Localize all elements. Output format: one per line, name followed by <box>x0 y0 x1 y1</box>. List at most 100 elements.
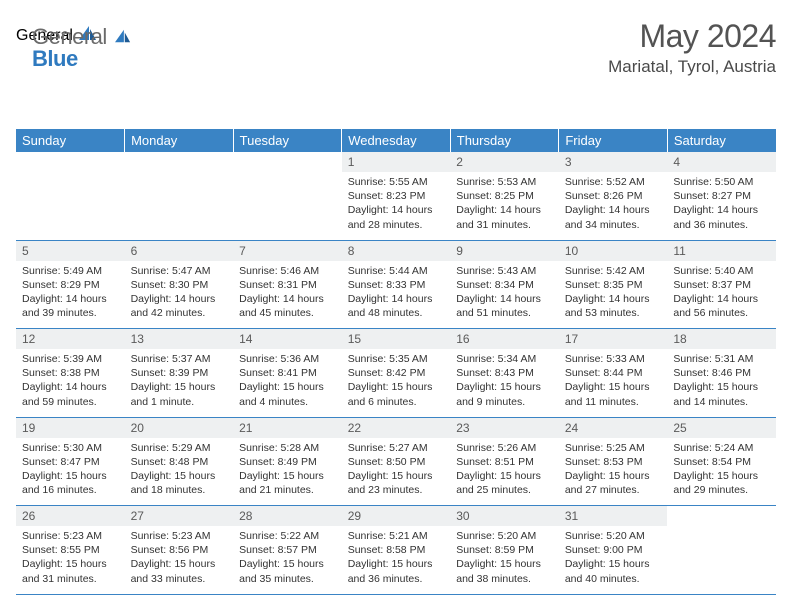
day-details: Sunrise: 5:21 AMSunset: 8:58 PMDaylight:… <box>342 526 451 590</box>
day-body-cell: Sunrise: 5:36 AMSunset: 8:41 PMDaylight:… <box>233 349 342 417</box>
day-number-cell: 14 <box>233 329 342 350</box>
title-block: May 2024 Mariatal, Tyrol, Austria <box>608 18 776 77</box>
day-body-cell: Sunrise: 5:47 AMSunset: 8:30 PMDaylight:… <box>125 261 234 329</box>
day-body-cell: Sunrise: 5:35 AMSunset: 8:42 PMDaylight:… <box>342 349 451 417</box>
day-details: Sunrise: 5:26 AMSunset: 8:51 PMDaylight:… <box>450 438 559 502</box>
day-number-cell: 11 <box>667 240 776 261</box>
day-details: Sunrise: 5:27 AMSunset: 8:50 PMDaylight:… <box>342 438 451 502</box>
week-number-row: 1234 <box>16 152 776 172</box>
day-details: Sunrise: 5:22 AMSunset: 8:57 PMDaylight:… <box>233 526 342 590</box>
day-body-cell: Sunrise: 5:28 AMSunset: 8:49 PMDaylight:… <box>233 438 342 506</box>
day-number-cell <box>125 152 234 172</box>
day-body-cell: Sunrise: 5:20 AMSunset: 8:59 PMDaylight:… <box>450 526 559 594</box>
day-body-cell: Sunrise: 5:22 AMSunset: 8:57 PMDaylight:… <box>233 526 342 594</box>
day-number-cell <box>233 152 342 172</box>
col-wednesday: Wednesday <box>342 129 451 152</box>
day-number-cell: 23 <box>450 417 559 438</box>
day-body-cell: Sunrise: 5:40 AMSunset: 8:37 PMDaylight:… <box>667 261 776 329</box>
day-details: Sunrise: 5:55 AMSunset: 8:23 PMDaylight:… <box>342 172 451 236</box>
day-body-cell: Sunrise: 5:50 AMSunset: 8:27 PMDaylight:… <box>667 172 776 240</box>
day-number-cell: 7 <box>233 240 342 261</box>
day-number-cell: 27 <box>125 506 234 527</box>
day-number-cell: 1 <box>342 152 451 172</box>
day-number-cell: 26 <box>16 506 125 527</box>
day-details: Sunrise: 5:28 AMSunset: 8:49 PMDaylight:… <box>233 438 342 502</box>
day-details: Sunrise: 5:50 AMSunset: 8:27 PMDaylight:… <box>667 172 776 236</box>
week-number-row: 19202122232425 <box>16 417 776 438</box>
day-number-cell: 12 <box>16 329 125 350</box>
day-number-cell: 21 <box>233 417 342 438</box>
col-saturday: Saturday <box>667 129 776 152</box>
day-body-cell: Sunrise: 5:46 AMSunset: 8:31 PMDaylight:… <box>233 261 342 329</box>
day-number-cell: 6 <box>125 240 234 261</box>
day-body-cell: Sunrise: 5:29 AMSunset: 8:48 PMDaylight:… <box>125 438 234 506</box>
day-number-cell: 15 <box>342 329 451 350</box>
day-body-cell <box>16 172 125 240</box>
calendar-table: Sunday Monday Tuesday Wednesday Thursday… <box>16 129 776 595</box>
day-body-cell: Sunrise: 5:23 AMSunset: 8:56 PMDaylight:… <box>125 526 234 594</box>
day-number-cell <box>16 152 125 172</box>
day-body-cell: Sunrise: 5:27 AMSunset: 8:50 PMDaylight:… <box>342 438 451 506</box>
col-tuesday: Tuesday <box>233 129 342 152</box>
day-number-cell: 4 <box>667 152 776 172</box>
day-body-cell: Sunrise: 5:42 AMSunset: 8:35 PMDaylight:… <box>559 261 668 329</box>
day-number-cell: 3 <box>559 152 668 172</box>
day-body-cell <box>125 172 234 240</box>
day-details: Sunrise: 5:39 AMSunset: 8:38 PMDaylight:… <box>16 349 125 413</box>
day-body-cell: Sunrise: 5:21 AMSunset: 8:58 PMDaylight:… <box>342 526 451 594</box>
day-details: Sunrise: 5:34 AMSunset: 8:43 PMDaylight:… <box>450 349 559 413</box>
week-body-row: Sunrise: 5:23 AMSunset: 8:55 PMDaylight:… <box>16 526 776 594</box>
day-details: Sunrise: 5:47 AMSunset: 8:30 PMDaylight:… <box>125 261 234 325</box>
col-thursday: Thursday <box>450 129 559 152</box>
day-number-cell: 28 <box>233 506 342 527</box>
day-body-cell: Sunrise: 5:23 AMSunset: 8:55 PMDaylight:… <box>16 526 125 594</box>
day-number-cell: 9 <box>450 240 559 261</box>
day-body-cell: Sunrise: 5:33 AMSunset: 8:44 PMDaylight:… <box>559 349 668 417</box>
logo-general-text-2: General <box>32 24 107 49</box>
day-details: Sunrise: 5:33 AMSunset: 8:44 PMDaylight:… <box>559 349 668 413</box>
day-details: Sunrise: 5:23 AMSunset: 8:55 PMDaylight:… <box>16 526 125 590</box>
day-number-cell: 16 <box>450 329 559 350</box>
day-body-cell: Sunrise: 5:26 AMSunset: 8:51 PMDaylight:… <box>450 438 559 506</box>
day-details: Sunrise: 5:40 AMSunset: 8:37 PMDaylight:… <box>667 261 776 325</box>
day-body-cell: Sunrise: 5:34 AMSunset: 8:43 PMDaylight:… <box>450 349 559 417</box>
day-body-cell <box>667 526 776 594</box>
day-number-cell: 24 <box>559 417 668 438</box>
day-details: Sunrise: 5:46 AMSunset: 8:31 PMDaylight:… <box>233 261 342 325</box>
day-body-cell: Sunrise: 5:43 AMSunset: 8:34 PMDaylight:… <box>450 261 559 329</box>
week-body-row: Sunrise: 5:39 AMSunset: 8:38 PMDaylight:… <box>16 349 776 417</box>
col-friday: Friday <box>559 129 668 152</box>
day-body-cell <box>233 172 342 240</box>
day-number-cell: 31 <box>559 506 668 527</box>
day-number-cell: 17 <box>559 329 668 350</box>
day-details: Sunrise: 5:20 AMSunset: 9:00 PMDaylight:… <box>559 526 668 590</box>
day-number-cell: 19 <box>16 417 125 438</box>
day-header-row: Sunday Monday Tuesday Wednesday Thursday… <box>16 129 776 152</box>
day-details: Sunrise: 5:20 AMSunset: 8:59 PMDaylight:… <box>450 526 559 590</box>
day-body-cell: Sunrise: 5:30 AMSunset: 8:47 PMDaylight:… <box>16 438 125 506</box>
location-text: Mariatal, Tyrol, Austria <box>608 57 776 77</box>
week-body-row: Sunrise: 5:49 AMSunset: 8:29 PMDaylight:… <box>16 261 776 329</box>
week-body-row: Sunrise: 5:30 AMSunset: 8:47 PMDaylight:… <box>16 438 776 506</box>
day-details: Sunrise: 5:25 AMSunset: 8:53 PMDaylight:… <box>559 438 668 502</box>
day-details: Sunrise: 5:31 AMSunset: 8:46 PMDaylight:… <box>667 349 776 413</box>
day-details: Sunrise: 5:53 AMSunset: 8:25 PMDaylight:… <box>450 172 559 236</box>
day-body-cell: Sunrise: 5:52 AMSunset: 8:26 PMDaylight:… <box>559 172 668 240</box>
day-number-cell: 10 <box>559 240 668 261</box>
day-details: Sunrise: 5:42 AMSunset: 8:35 PMDaylight:… <box>559 261 668 325</box>
day-body-cell: Sunrise: 5:44 AMSunset: 8:33 PMDaylight:… <box>342 261 451 329</box>
day-number-cell: 5 <box>16 240 125 261</box>
day-number-cell: 22 <box>342 417 451 438</box>
col-monday: Monday <box>125 129 234 152</box>
day-details: Sunrise: 5:36 AMSunset: 8:41 PMDaylight:… <box>233 349 342 413</box>
day-body-cell: Sunrise: 5:39 AMSunset: 8:38 PMDaylight:… <box>16 349 125 417</box>
day-details: Sunrise: 5:43 AMSunset: 8:34 PMDaylight:… <box>450 261 559 325</box>
logo-sail-icon-2 <box>113 28 133 49</box>
day-number-cell: 8 <box>342 240 451 261</box>
day-number-cell: 2 <box>450 152 559 172</box>
day-details: Sunrise: 5:35 AMSunset: 8:42 PMDaylight:… <box>342 349 451 413</box>
day-number-cell: 30 <box>450 506 559 527</box>
day-body-cell: Sunrise: 5:24 AMSunset: 8:54 PMDaylight:… <box>667 438 776 506</box>
day-body-cell: Sunrise: 5:20 AMSunset: 9:00 PMDaylight:… <box>559 526 668 594</box>
week-number-row: 567891011 <box>16 240 776 261</box>
